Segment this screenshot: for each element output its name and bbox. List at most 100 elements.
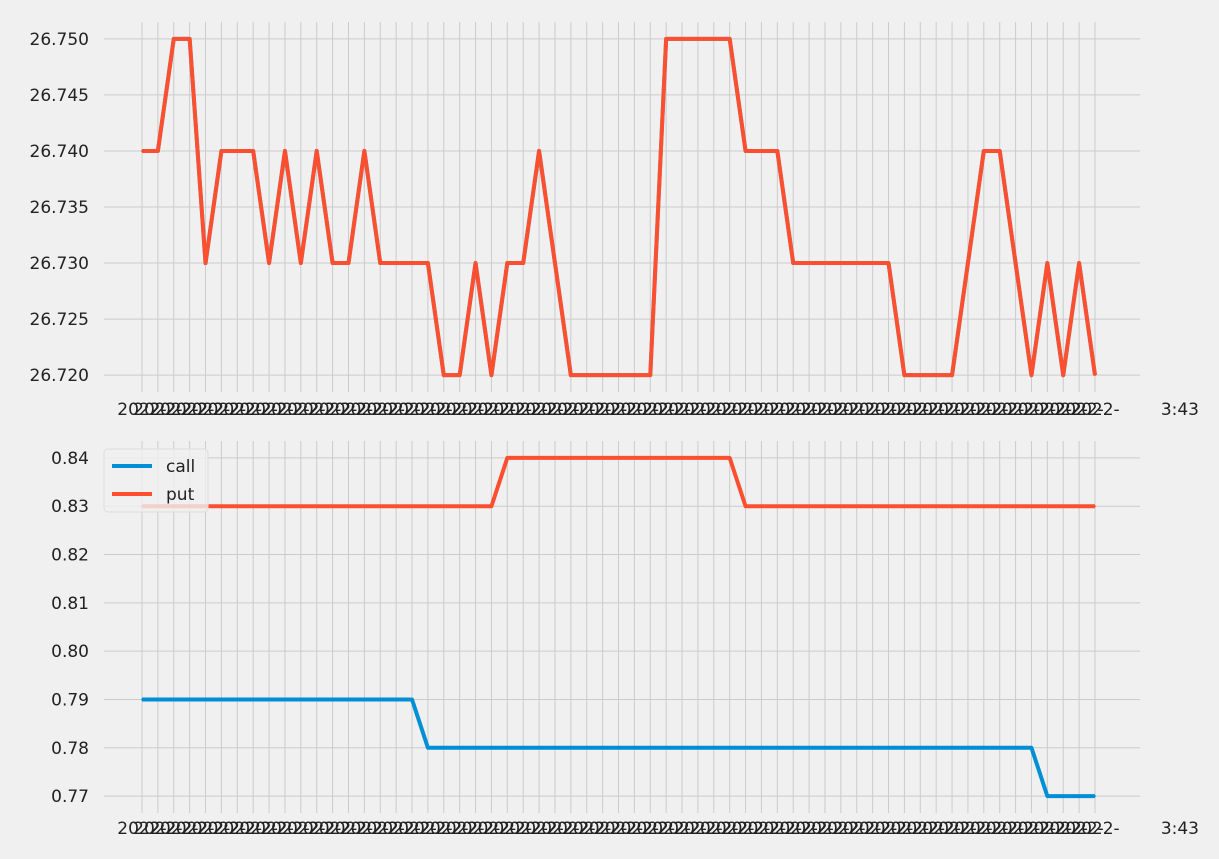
series-2-point (887, 262, 890, 264)
x-tick-label: 2022- (959, 819, 1008, 839)
x-tick-label: 2022- (181, 819, 230, 839)
x-tick-label: 2022- (340, 819, 389, 839)
put-point (569, 457, 572, 459)
put-point (379, 505, 382, 508)
series-2-point (268, 262, 270, 264)
x-tick-label: 2022- (911, 819, 960, 839)
x-tick-label: 2022- (546, 819, 595, 839)
x-tick-label: 2022- (292, 400, 341, 420)
series-2-point (427, 262, 429, 264)
x-tick-label: 2022- (213, 400, 262, 420)
x-tick-label: 2022- (1039, 400, 1088, 420)
put-point (792, 505, 795, 508)
call-point (252, 698, 255, 701)
x-tick-label: 2022- (276, 400, 325, 420)
put-point (839, 505, 842, 508)
series-2-point (172, 37, 175, 40)
call-point (633, 746, 636, 749)
series-2-point (617, 374, 620, 377)
call-point (442, 746, 445, 749)
series-2-point (1030, 374, 1033, 377)
call-point (967, 746, 969, 749)
y-tick-label: 0.80 (51, 642, 89, 662)
x-tick-label: 2022- (1054, 819, 1103, 839)
x-tick-label: 2022- (848, 400, 897, 420)
call-point (1062, 795, 1065, 797)
x-tick-label: 2022- (737, 400, 786, 420)
x-tick-label: 2022- (165, 400, 214, 420)
y-tick-label: 26.725 (30, 310, 89, 330)
x-tick-label: 2022- (705, 819, 754, 839)
y-tick-label: 0.83 (51, 497, 89, 517)
y-tick-label: 26.740 (30, 142, 89, 162)
y-tick-label: 26.745 (30, 86, 89, 106)
call-point (665, 746, 668, 749)
x-tick-label: 2022- (689, 400, 738, 420)
call-point (172, 698, 175, 701)
x-tick-label: 2022- (975, 400, 1024, 420)
series-2-point (824, 262, 826, 264)
call-point (1030, 746, 1033, 749)
put-point (522, 457, 525, 459)
x-tick-label-last: 3:43 (1161, 819, 1199, 839)
put-point (427, 505, 429, 508)
x-tick-label: 2022- (276, 819, 325, 839)
series-2-point (839, 262, 842, 264)
call-point (951, 746, 953, 749)
call-point (1094, 795, 1096, 797)
series-2-point (554, 262, 556, 264)
put-point (855, 505, 858, 508)
call-point (903, 746, 906, 749)
put-point (982, 505, 985, 508)
put-point (871, 505, 874, 508)
y-tick-label: 26.750 (30, 30, 89, 50)
call-point (839, 746, 842, 749)
series-2-point (506, 262, 509, 264)
x-tick-label: 2022- (467, 819, 516, 839)
x-tick-label: 2022- (514, 819, 563, 839)
x-tick-label: 2022- (387, 400, 436, 420)
call-point (284, 698, 286, 701)
x-tick-label: 2022- (1023, 400, 1072, 420)
x-tick-label: 2022- (292, 819, 341, 839)
call-point (363, 698, 366, 701)
x-tick-label: 2022- (832, 819, 881, 839)
series-2-point (760, 150, 763, 152)
x-tick-label: 2022- (943, 819, 992, 839)
x-tick-label: 2022- (244, 819, 293, 839)
x-tick-label: 2022- (308, 819, 357, 839)
x-tick-label: 2022- (117, 400, 166, 420)
x-tick-label: 2022- (721, 819, 770, 839)
x-tick-label: 2022- (530, 400, 579, 420)
series-2-point (855, 262, 858, 264)
series-2-point (998, 150, 1001, 152)
put-point (284, 505, 286, 508)
call-point (887, 746, 890, 749)
put-point (967, 505, 969, 508)
chart-1: 2022-2022-2022-2022-2022-2022-2022-2022-… (30, 22, 1199, 420)
call-point (871, 746, 874, 749)
put-point (649, 457, 652, 459)
put-point (887, 505, 890, 508)
y-tick-label: 0.78 (51, 739, 89, 759)
x-tick-label: 2022- (689, 819, 738, 839)
x-tick-label: 2022- (721, 400, 770, 420)
x-tick-label: 2022- (641, 819, 690, 839)
y-tick-label: 0.77 (51, 787, 89, 807)
x-tick-label: 2022- (546, 400, 595, 420)
call-point (268, 698, 270, 701)
x-tick-label-last: 3:43 (1161, 400, 1199, 420)
x-tick-label: 2022- (927, 400, 976, 420)
x-tick-label: 2022- (117, 819, 166, 839)
x-tick-label: 2022- (1070, 819, 1119, 839)
put-point (458, 505, 461, 508)
put-point (490, 505, 493, 508)
x-tick-label: 2022- (927, 819, 976, 839)
put-point (220, 505, 223, 508)
put-point (919, 505, 922, 508)
x-tick-label: 2022- (657, 819, 706, 839)
call-point (760, 746, 763, 749)
x-tick-label: 2022- (356, 400, 405, 420)
put-point (601, 457, 604, 459)
x-tick-label: 2022- (403, 400, 452, 420)
